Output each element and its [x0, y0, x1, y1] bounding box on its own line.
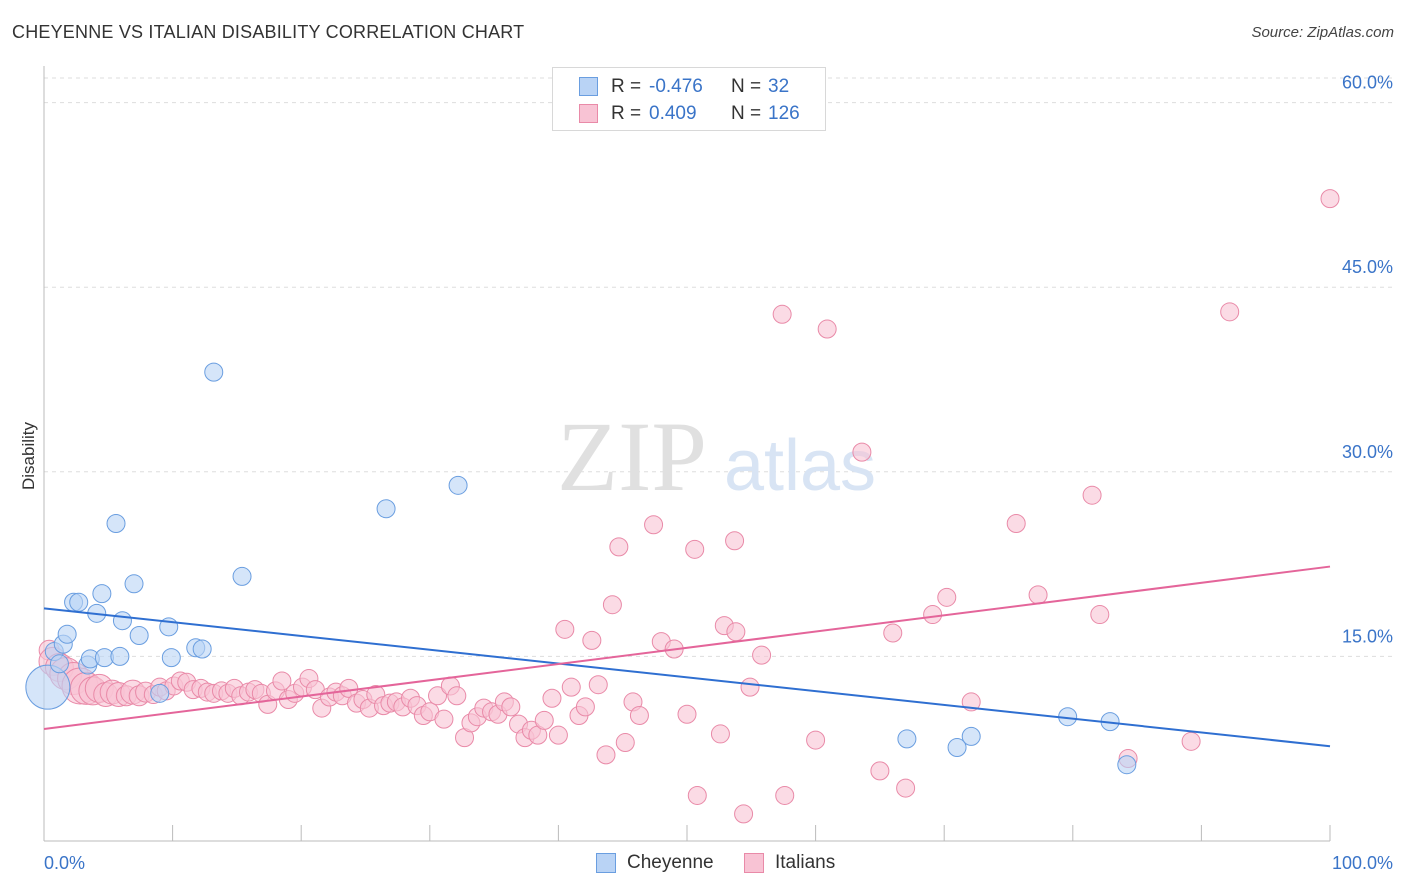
cheyenne-point	[92, 584, 112, 604]
cheyenne-point	[150, 683, 170, 703]
legend-label-cheyenne: Cheyenne	[627, 852, 714, 873]
italians-point	[434, 709, 454, 729]
italians-point	[548, 725, 568, 745]
legend-r-value: -0.476	[649, 76, 703, 97]
cheyenne-point	[129, 625, 149, 645]
italians-point	[806, 730, 826, 750]
italians-point	[582, 630, 602, 650]
italians-point	[734, 804, 754, 824]
italians-point	[685, 539, 705, 559]
cheyenne-point	[161, 648, 181, 668]
cheyenne-trend-line	[43, 607, 1331, 748]
cheyenne-point	[124, 574, 144, 594]
italians-point	[272, 671, 292, 691]
italians-point	[596, 745, 616, 765]
legend-swatch-italians	[744, 853, 764, 873]
italians-point	[852, 442, 872, 462]
cheyenne-point	[49, 654, 69, 674]
cheyenne-point	[106, 513, 126, 533]
source-note: Source: ZipAtlas.com	[1251, 24, 1394, 41]
italians-point	[644, 515, 664, 535]
italians-trend-line	[43, 565, 1331, 731]
italians-point	[677, 704, 697, 724]
italians-point	[588, 675, 608, 695]
cheyenne-point	[110, 646, 130, 666]
italians-point	[561, 677, 581, 697]
legend-n-value: 126	[768, 103, 800, 124]
y-tick-label: 45.0%	[1342, 257, 1393, 277]
italians-point	[1090, 605, 1110, 625]
cheyenne-point	[25, 664, 71, 710]
y-axis-label: Disability	[19, 421, 38, 490]
legend-row-italians: R = 0.409 N = 126	[553, 101, 825, 127]
x-tick-label-min: 0.0%	[44, 853, 85, 873]
cheyenne-point	[69, 592, 89, 612]
legend-r-label: R =	[611, 103, 642, 124]
italians-point	[534, 710, 554, 730]
italians-point	[710, 724, 730, 744]
cheyenne-point	[376, 499, 396, 519]
watermark-atlas: atlas	[724, 426, 876, 506]
italians-point	[883, 623, 903, 643]
italians-point	[817, 319, 837, 339]
legend-n-label: N =	[731, 103, 762, 124]
italians-point	[629, 705, 649, 725]
italians-point	[609, 537, 629, 557]
watermark: ZIP atlas	[557, 401, 876, 512]
chart-title: CHEYENNE VS ITALIAN DISABILITY CORRELATI…	[12, 22, 525, 42]
italians-point	[1082, 485, 1102, 505]
x-tick-label-max: 100.0%	[1332, 853, 1393, 873]
italians-point	[740, 677, 760, 697]
legend-r-value: 0.409	[649, 103, 697, 124]
italians-point	[447, 686, 467, 706]
legend-swatch-cheyenne	[579, 77, 598, 96]
legend-label-italians: Italians	[775, 852, 836, 873]
legend-r-label: R =	[611, 76, 642, 97]
watermark-zip: ZIP	[557, 401, 707, 512]
italians-point	[1181, 731, 1201, 751]
y-tick-label: 30.0%	[1342, 442, 1393, 462]
italians-point	[501, 697, 521, 717]
italians-point	[725, 531, 745, 551]
italians-point	[1006, 513, 1026, 533]
italians-point	[726, 622, 746, 642]
italians-point	[602, 595, 622, 615]
cheyenne-point	[448, 475, 468, 495]
cheyenne-point	[897, 729, 917, 749]
italians-point	[772, 304, 792, 324]
y-tick-label: 60.0%	[1342, 73, 1393, 93]
italians-point	[428, 686, 448, 706]
y-tick-label: 15.0%	[1342, 626, 1393, 646]
italians-point	[615, 733, 635, 753]
cheyenne-point	[57, 624, 77, 644]
legend-swatch-cheyenne	[596, 853, 616, 873]
italians-point	[555, 619, 575, 639]
legend-row-cheyenne: R = -0.476 N = 32	[553, 74, 825, 100]
italians-point	[923, 605, 943, 625]
legend-n-label: N =	[731, 76, 762, 97]
italians-point	[1220, 302, 1240, 322]
italians-point	[1028, 585, 1048, 605]
italians-point	[1320, 189, 1340, 209]
italians-point	[542, 688, 562, 708]
italians-point	[687, 785, 707, 805]
cheyenne-point	[232, 566, 252, 586]
italians-point	[752, 645, 772, 665]
correlation-legend: R = -0.476 N = 32 R = 0.409 N = 126	[552, 67, 826, 131]
cheyenne-point	[112, 611, 132, 631]
italians-point	[896, 778, 916, 798]
cheyenne-point	[192, 639, 212, 659]
cheyenne-point	[1117, 755, 1137, 775]
legend-n-value: 32	[768, 76, 790, 97]
italians-point	[775, 785, 795, 805]
cheyenne-point	[947, 737, 967, 757]
italians-point	[937, 587, 957, 607]
cheyenne-point	[204, 362, 224, 382]
cheyenne-point	[961, 726, 981, 746]
legend-swatch-italians	[579, 104, 598, 123]
italians-point	[870, 761, 890, 781]
italians-point	[575, 697, 595, 717]
